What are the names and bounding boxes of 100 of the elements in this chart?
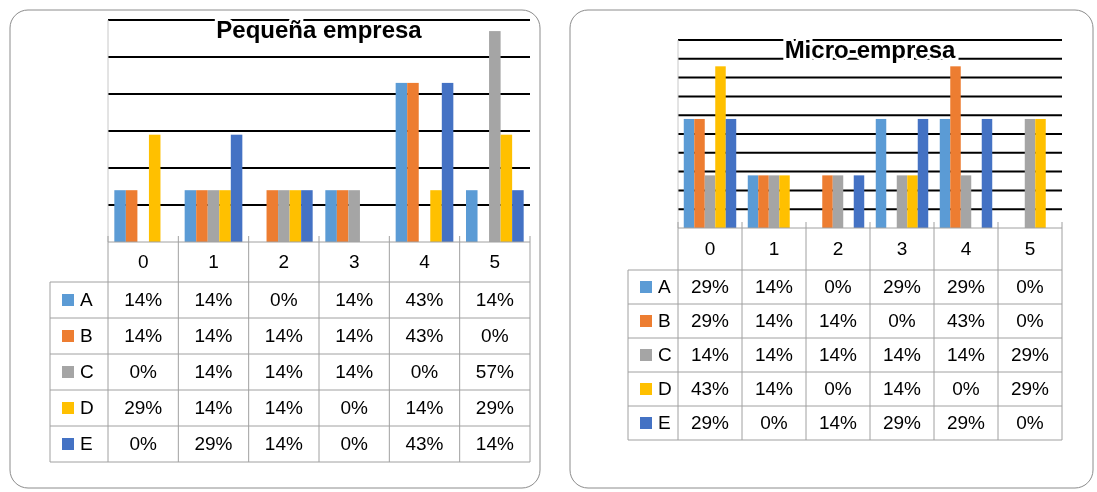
x-tick-label: 1 <box>768 238 780 260</box>
x-tick-label: 4 <box>960 238 972 260</box>
data-label: 14% <box>690 344 730 366</box>
data-label: 14% <box>264 361 303 383</box>
bar <box>184 190 197 242</box>
data-label: 43% <box>405 289 444 311</box>
data-label: 14% <box>946 344 986 366</box>
data-label: 29% <box>194 433 233 455</box>
data-label: 43% <box>405 325 444 347</box>
data-label: 0% <box>1016 276 1044 298</box>
bar <box>114 190 126 242</box>
data-label: 14% <box>405 397 444 419</box>
data-label: 0% <box>760 412 788 434</box>
data-label: 29% <box>946 276 986 298</box>
bar <box>301 190 313 242</box>
legend-label: C <box>80 361 94 383</box>
legend-label: C <box>658 344 672 366</box>
data-label: 29% <box>1010 378 1050 400</box>
data-label: 14% <box>264 433 303 455</box>
data-label: 14% <box>124 325 163 347</box>
data-label: 14% <box>882 344 922 366</box>
data-label: 0% <box>824 276 852 298</box>
data-label: 0% <box>888 310 916 332</box>
x-tick-label: 0 <box>137 251 149 273</box>
data-label: 14% <box>335 361 374 383</box>
data-label: 14% <box>475 289 514 311</box>
chart-title: Micro-empresa <box>784 36 957 63</box>
legend-label: B <box>80 325 93 347</box>
bar <box>430 190 442 242</box>
x-tick-label: 1 <box>208 251 219 273</box>
data-label: 43% <box>405 433 444 455</box>
data-label: 29% <box>124 397 163 419</box>
data-label: 14% <box>475 433 514 455</box>
legend-label: A <box>658 276 671 298</box>
data-label: 14% <box>194 325 233 347</box>
legend-label: D <box>80 397 94 419</box>
data-label: 14% <box>818 344 858 366</box>
x-tick-label: 3 <box>896 238 908 260</box>
bar <box>125 190 138 242</box>
x-tick-label: 5 <box>1024 238 1036 260</box>
legend-label: D <box>658 378 672 400</box>
data-label: 29% <box>690 310 730 332</box>
data-label: 0% <box>952 378 980 400</box>
data-label: 0% <box>270 289 298 311</box>
data-label: 14% <box>335 289 374 311</box>
data-label: 14% <box>754 344 794 366</box>
data-label: 0% <box>1016 412 1044 434</box>
bar <box>148 134 161 242</box>
bar <box>196 190 208 242</box>
data-label: 14% <box>264 397 303 419</box>
bar <box>441 82 454 242</box>
data-label: 14% <box>194 361 233 383</box>
data-label: 14% <box>194 397 233 419</box>
data-label: 0% <box>129 433 157 455</box>
data-label: 29% <box>690 276 730 298</box>
data-label: 0% <box>1016 310 1044 332</box>
data-label: 0% <box>340 433 368 455</box>
data-label: 29% <box>946 412 986 434</box>
data-label: 29% <box>882 276 922 298</box>
data-label: 14% <box>818 310 858 332</box>
data-label: 14% <box>124 289 163 311</box>
legend-label: E <box>80 433 93 455</box>
data-label: 14% <box>194 289 233 311</box>
bar <box>266 190 279 242</box>
bar <box>512 190 524 242</box>
data-label: 0% <box>410 361 439 383</box>
bar <box>395 82 408 242</box>
chart-title: Pequeña empresa <box>216 16 423 43</box>
data-label: 57% <box>475 361 514 383</box>
data-label: 43% <box>690 378 730 400</box>
data-label: 14% <box>335 325 374 347</box>
data-label: 14% <box>264 325 303 347</box>
x-tick-label: 5 <box>489 251 501 273</box>
data-label: 0% <box>824 378 852 400</box>
bar <box>219 190 231 242</box>
data-label: 0% <box>340 397 368 419</box>
x-tick-label: 3 <box>348 251 360 273</box>
x-tick-label: 0 <box>704 238 716 260</box>
data-label: 29% <box>690 412 730 434</box>
x-tick-label: 2 <box>832 238 844 260</box>
legend-label: A <box>80 289 93 311</box>
x-tick-label: 4 <box>419 251 431 273</box>
legend-label: E <box>658 412 671 434</box>
legend-label: B <box>658 310 671 332</box>
bar <box>466 190 478 242</box>
bar <box>336 190 349 242</box>
bar <box>500 134 513 242</box>
data-label: 0% <box>129 361 157 383</box>
bar <box>407 82 419 242</box>
data-label: 0% <box>481 325 509 347</box>
data-label: 14% <box>818 412 858 434</box>
x-tick-label: 2 <box>278 251 290 273</box>
data-label: 29% <box>1010 344 1050 366</box>
data-label: 14% <box>754 310 794 332</box>
bar <box>230 134 243 242</box>
data-label: 29% <box>882 412 922 434</box>
data-label: 43% <box>946 310 986 332</box>
data-label: 29% <box>475 397 514 419</box>
bar <box>289 190 302 242</box>
data-label: 14% <box>754 378 794 400</box>
